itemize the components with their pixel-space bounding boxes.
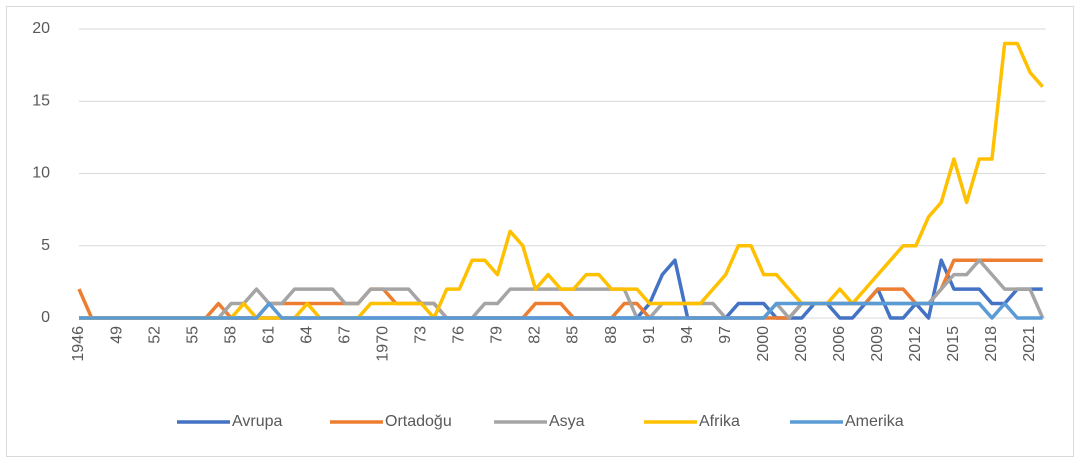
chart-frame <box>6 6 1074 457</box>
legend-label: Amerika <box>845 413 904 430</box>
x-tick-label: 58 <box>222 326 239 344</box>
series-line <box>79 301 1043 320</box>
x-tick-label: 94 <box>679 326 696 344</box>
x-tick-label: 88 <box>603 326 620 344</box>
x-tick-label: 2006 <box>831 326 848 362</box>
x-tick-label: 55 <box>184 326 201 344</box>
x-tick-label: 2009 <box>869 326 886 362</box>
legend-label: Afrika <box>699 413 740 430</box>
x-tick-label: 2018 <box>983 326 1000 362</box>
x-tick-label: 1970 <box>375 326 392 362</box>
series-line <box>79 41 1044 320</box>
x-tick-label: 64 <box>298 326 315 344</box>
x-tick-label: 2012 <box>907 326 924 362</box>
y-tick-label: 0 <box>41 309 50 326</box>
x-tick-label: 82 <box>527 326 544 344</box>
y-tick-label: 15 <box>32 92 50 109</box>
x-tick-label: 2003 <box>793 326 810 362</box>
y-tick-label: 20 <box>32 20 50 37</box>
x-tick-label: 1946 <box>70 326 87 362</box>
x-tick-label: 2021 <box>1021 326 1038 362</box>
legend-label: Asya <box>549 413 585 430</box>
x-tick-label: 76 <box>451 326 468 344</box>
x-tick-label: 97 <box>717 326 734 344</box>
x-tick-label: 85 <box>565 326 582 344</box>
legend-label: Ortadoğu <box>385 413 452 430</box>
x-tick-label: 73 <box>413 326 430 344</box>
x-tick-label: 49 <box>108 326 125 344</box>
x-tick-label: 91 <box>641 326 658 344</box>
x-tick-label: 67 <box>336 326 353 344</box>
x-tick-label: 79 <box>489 326 506 344</box>
y-tick-label: 5 <box>41 237 50 254</box>
y-tick-label: 10 <box>32 165 50 182</box>
legend-label: Avrupa <box>232 413 283 430</box>
x-tick-label: 2000 <box>755 326 772 362</box>
x-tick-label: 2015 <box>945 326 962 362</box>
x-tick-label: 61 <box>260 326 277 344</box>
x-tick-label: 52 <box>146 326 163 344</box>
